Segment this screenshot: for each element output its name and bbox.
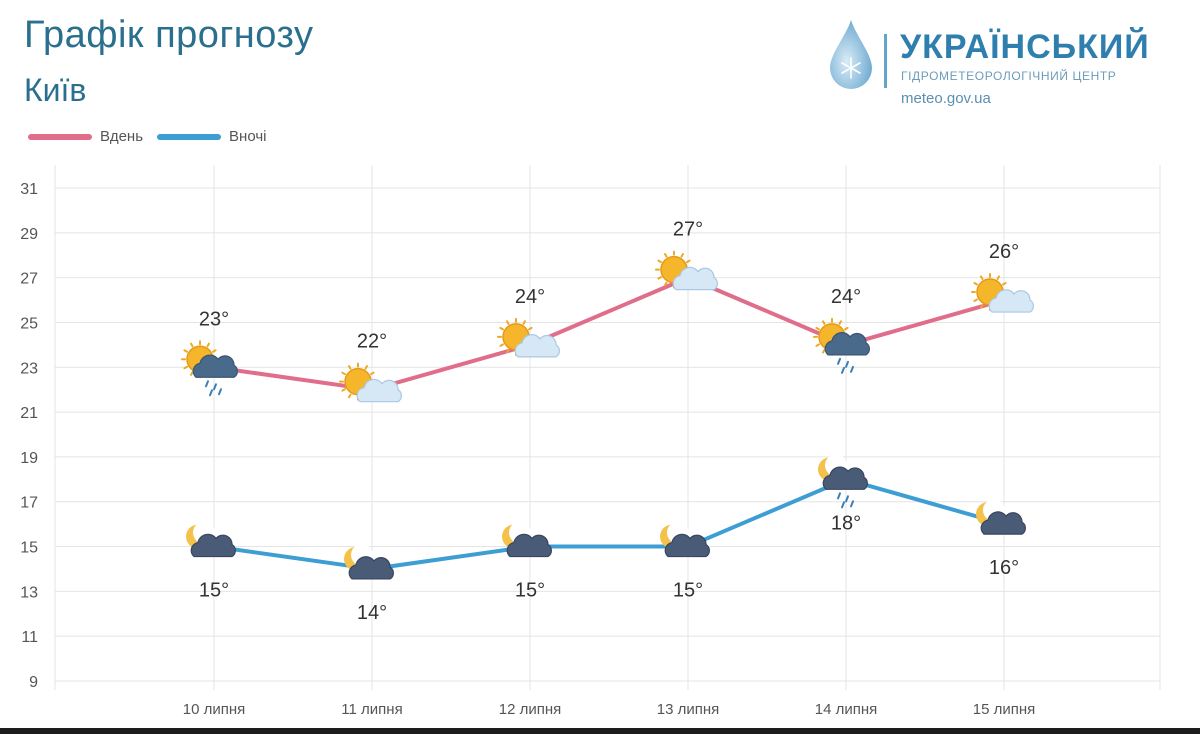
y-tick-label: 25 [20,315,38,332]
water-drop-snowflake-icon [830,20,872,89]
data-label-day: 22° [357,331,387,353]
data-label-day: 26° [989,241,1019,263]
data-label-night: 15° [199,580,229,602]
y-tick-label: 9 [29,674,38,691]
y-tick-label: 11 [21,629,38,646]
data-label-night: 18° [831,512,861,534]
chart-title: Графік прогнозу [24,14,314,56]
moon-cloud-rain-icon [818,454,868,509]
sun-cloud-rain-icon [181,340,238,397]
legend-label-night: Вночі [229,128,267,145]
bottom-border [0,728,1200,734]
logo-divider [884,34,887,88]
y-tick-label: 17 [20,495,38,512]
data-label-day: 27° [673,219,703,241]
x-tick-label: 15 липня [973,701,1036,718]
x-tick-label: 14 липня [815,701,878,718]
y-tick-label: 19 [20,450,38,467]
sun-cloud-icon [339,362,402,403]
moon-cloud-icon [502,521,552,558]
y-tick-label: 23 [20,360,38,377]
data-label-day: 23° [199,308,229,330]
legend-label-day: Вдень [100,128,144,145]
legend-item-night[interactable]: Вночі [157,128,266,145]
series-line-day [212,275,1006,392]
data-label-day: 24° [515,286,545,308]
moon-cloud-icon [344,543,394,580]
logo-name: УКРАЇНСЬКИЙ [900,28,1150,66]
y-tick-label: 21 [20,405,38,422]
y-tick-label: 13 [20,584,38,601]
data-label-night: 16° [989,557,1019,579]
legend-swatch-day [28,133,92,140]
y-tick-label: 29 [20,226,38,243]
data-label-night: 15° [515,580,545,602]
y-tick-label: 27 [20,271,38,288]
moon-cloud-icon [186,521,236,558]
x-tick-label: 13 липня [657,701,720,718]
logo-url[interactable]: meteo.gov.ua [901,90,991,107]
data-label-night: 15° [673,580,703,602]
sun-cloud-icon [497,317,560,358]
legend-swatch-night [157,133,222,140]
y-tick-label: 15 [20,540,38,557]
x-tick-label: 10 липня [183,701,246,718]
legend: Вдень Вночі [28,128,280,145]
moon-cloud-icon [660,521,710,558]
data-label-night: 14° [357,602,387,624]
sun-cloud-icon [655,250,718,291]
sun-cloud-icon [971,273,1034,313]
sun-cloud-rain-icon [813,317,870,374]
data-label-day: 24° [831,286,861,308]
x-tick-label: 12 липня [499,701,562,718]
legend-item-day[interactable]: Вдень [28,128,143,145]
y-tick-label: 31 [20,181,38,198]
ukr-hydromet-logo: УКРАЇНСЬКИЙ ГІДРОМЕТЕОРОЛОГІЧНИЙ ЦЕНТР m… [826,16,1166,116]
x-tick-label: 11 липня [341,701,402,718]
series-line-night [212,477,1006,571]
logo-subtitle: ГІДРОМЕТЕОРОЛОГІЧНИЙ ЦЕНТР [901,69,1117,83]
moon-cloud-icon [976,499,1026,535]
city-name: Київ [24,72,87,108]
